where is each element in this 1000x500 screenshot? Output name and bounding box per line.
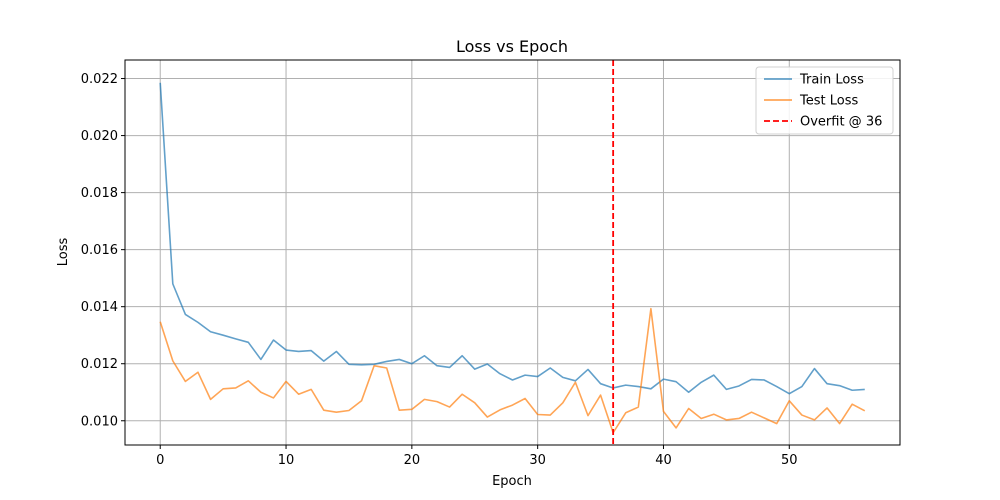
y-tick-label: 0.018 — [81, 186, 118, 201]
y-tick-label: 0.022 — [81, 72, 118, 87]
series-line-test-loss — [159, 307, 866, 434]
legend: Train Loss Test Loss Overfit @ 36 — [755, 66, 894, 135]
series-line-train-loss — [159, 82, 865, 395]
chart-title: Loss vs Epoch — [456, 37, 568, 56]
y-tick-label: 0.010 — [81, 414, 118, 429]
legend-box — [755, 66, 894, 135]
legend-label-overfit: Overfit @ 36 — [800, 115, 882, 130]
y-axis-label: Loss — [56, 238, 71, 267]
legend-label-test-loss: Test Loss — [799, 94, 858, 109]
x-axis-label: Epoch — [492, 474, 532, 489]
x-tick-label: 50 — [781, 453, 798, 468]
x-tick-label: 0 — [156, 453, 164, 468]
x-tick-label: 40 — [655, 453, 672, 468]
y-tick-label: 0.020 — [81, 129, 118, 144]
series-lines — [159, 82, 866, 434]
x-axis-ticks: 0 10 20 30 40 50 — [156, 445, 798, 468]
y-tick-label: 0.012 — [81, 357, 118, 372]
plot-frame — [124, 59, 901, 446]
legend-label-train-loss: Train Loss — [799, 73, 864, 88]
x-tick-label: 30 — [529, 453, 546, 468]
x-tick-label: 20 — [404, 453, 421, 468]
y-tick-label: 0.014 — [81, 300, 118, 315]
y-axis-ticks: 0.010 0.012 0.014 0.016 0.018 0.020 0.022 — [81, 72, 125, 429]
x-tick-label: 10 — [278, 453, 295, 468]
y-tick-label: 0.016 — [81, 243, 118, 258]
